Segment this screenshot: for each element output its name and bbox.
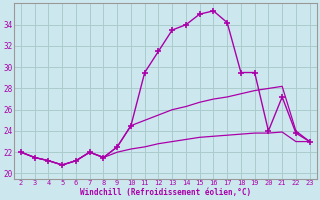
X-axis label: Windchill (Refroidissement éolien,°C): Windchill (Refroidissement éolien,°C) (80, 188, 251, 197)
